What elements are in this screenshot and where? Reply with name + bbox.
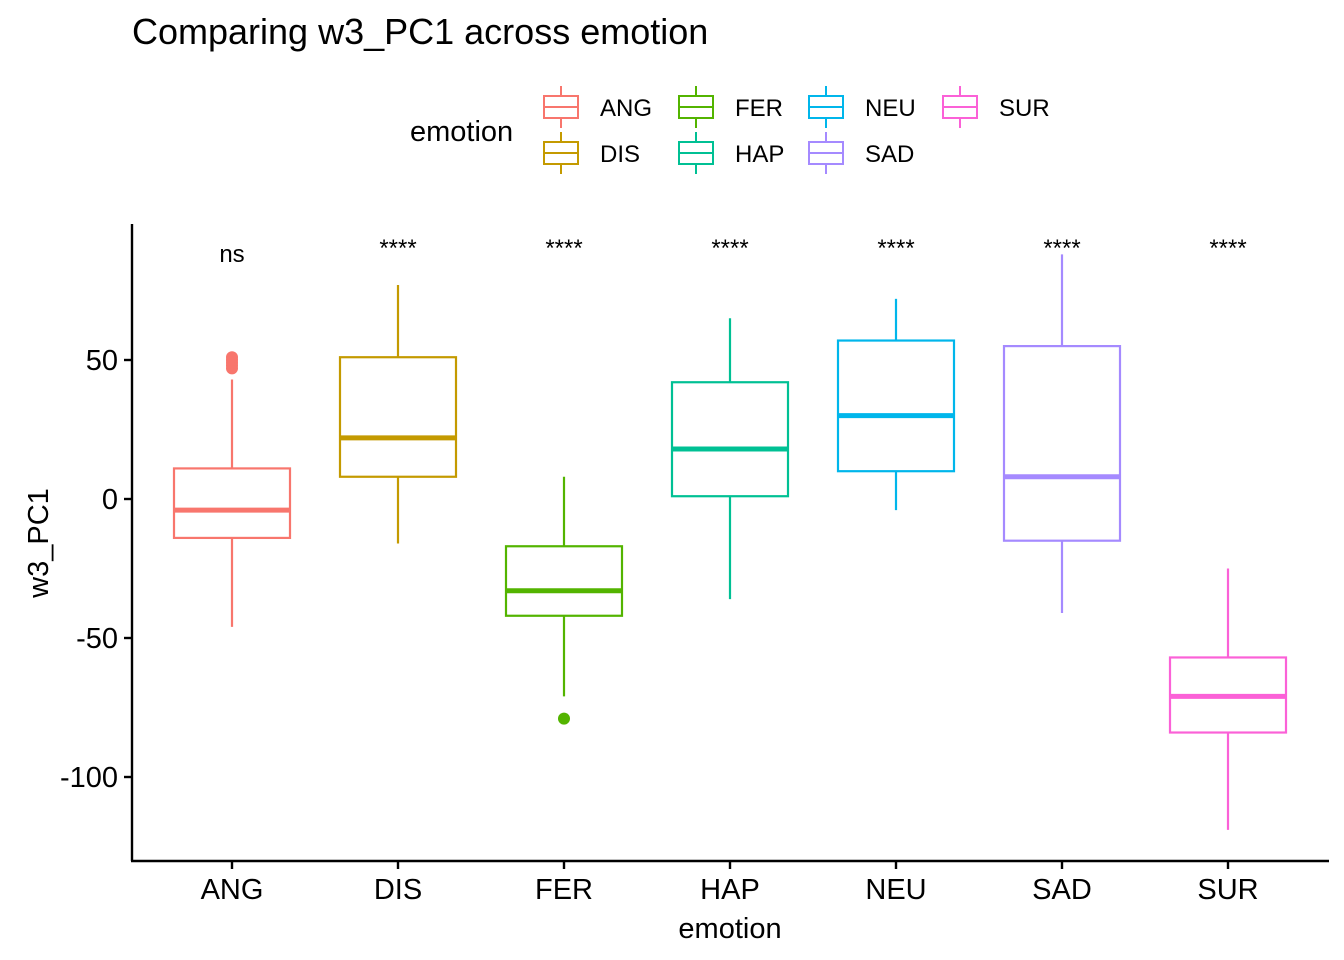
y-tick-label: 0 (102, 484, 118, 516)
iqr-box (504, 545, 624, 617)
box-sur (1168, 568, 1288, 830)
box-neu (836, 298, 956, 511)
x-tick-label: NEU (865, 874, 926, 906)
chart-title: Comparing w3_PC1 across emotion (132, 11, 708, 52)
iqr-box (836, 339, 956, 473)
x-tick-label: HAP (700, 874, 760, 906)
legend-item-neu: NEU (808, 86, 916, 128)
box-fer (504, 476, 624, 725)
y-tick-label: 50 (86, 345, 118, 377)
plot-area: ns **** **** **** **** **** **** (172, 235, 1288, 830)
box-hap (670, 318, 790, 600)
x-tick-label: FER (535, 874, 593, 906)
iqr-box (338, 356, 458, 478)
legend-label: FER (735, 95, 783, 122)
outlier-point (558, 712, 570, 725)
box-sad (1002, 254, 1122, 613)
significance-label: **** (877, 235, 914, 262)
x-tick-label: SAD (1032, 874, 1092, 906)
y-tick-label: -50 (76, 623, 118, 655)
significance-label: **** (1209, 235, 1246, 262)
legend-label: SUR (999, 95, 1050, 122)
legend-label: DIS (600, 141, 640, 168)
legend-item-sur: SUR (942, 86, 1050, 128)
legend-label: ANG (600, 95, 652, 122)
iqr-box (1002, 345, 1122, 542)
outlier-point (226, 351, 238, 364)
box-dis (338, 284, 458, 544)
significance-label: **** (379, 235, 416, 262)
legend-item-sad: SAD (808, 132, 914, 174)
significance-label: **** (1043, 235, 1080, 262)
x-tick-label: SUR (1197, 874, 1258, 906)
x-axis-title: emotion (678, 913, 781, 945)
legend-item-ang: ANG (543, 86, 652, 128)
legend: emotion ANG DIS FER HAP NEU SAD SUR (410, 86, 1050, 174)
y-axis-title: w3_PC1 (23, 488, 55, 599)
legend-item-fer: FER (678, 86, 783, 128)
x-tick-label: ANG (201, 874, 264, 906)
legend-item-hap: HAP (678, 132, 784, 174)
significance-label: **** (545, 235, 582, 262)
axes: emotion w3_PC1 50 0 -50 -100 ANG DIS FER HAP NEU… (23, 224, 1329, 945)
box-ang (172, 351, 292, 627)
legend-label: HAP (735, 141, 784, 168)
x-tick-label: DIS (374, 874, 422, 906)
y-tick-label: -100 (60, 762, 118, 794)
legend-item-dis: DIS (543, 132, 640, 174)
significance-label: **** (711, 235, 748, 262)
legend-title: emotion (410, 116, 513, 148)
legend-label: SAD (865, 141, 914, 168)
iqr-box (172, 467, 292, 540)
legend-label: NEU (865, 95, 916, 122)
iqr-box (670, 381, 790, 498)
significance-label: ns (219, 241, 244, 268)
